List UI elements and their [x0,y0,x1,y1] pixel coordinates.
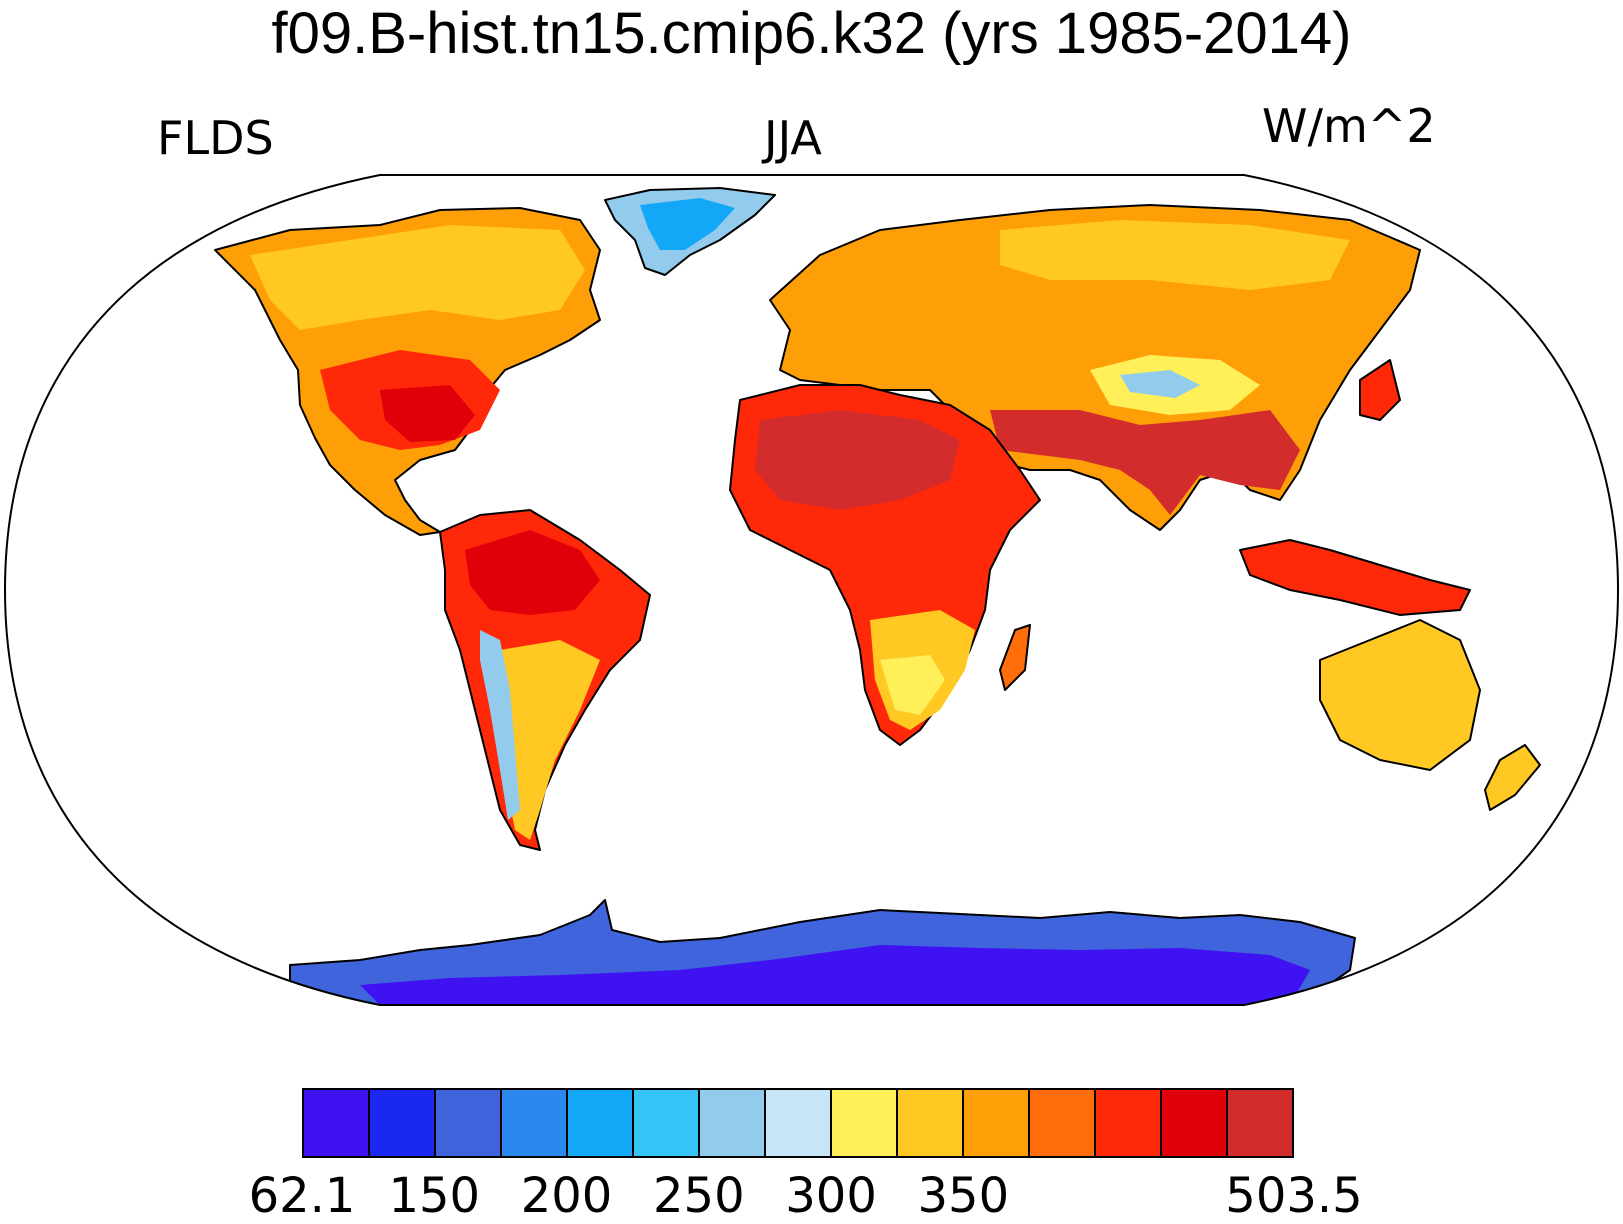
variable-label: FLDS [157,111,274,165]
colorbar-swatch [634,1090,700,1156]
colorbar-swatch [568,1090,634,1156]
madagascar [999,624,1031,691]
colorbar-tick-label: 300 [785,1168,877,1224]
colorbar-tick-label: 62.1 [248,1168,356,1224]
colorbar-swatch [1096,1090,1162,1156]
season-label: JJA [764,111,822,165]
colorbar-swatch [1030,1090,1096,1156]
colorbar-tick-label: 150 [388,1168,481,1224]
colorbar-swatch [370,1090,436,1156]
plot-title: f09.B-hist.tn15.cmip6.k32 (yrs 1985-2014… [271,1,1352,66]
colorbar-swatch [1162,1090,1228,1156]
colorbar-swatch [700,1090,766,1156]
south-asia-region [990,410,1300,515]
colorbar-tick-label: 250 [652,1168,745,1224]
colorbar-swatch [832,1090,898,1156]
amazon-interior [465,530,600,615]
indonesia-region [1239,539,1471,616]
kalahari [880,655,945,715]
southern-cone [495,640,600,840]
sahara-interior [755,410,960,510]
colorbar-swatch [1228,1090,1292,1156]
colorbar-swatch [436,1090,502,1156]
colorbar-swatch [766,1090,832,1156]
colorbar-swatch [304,1090,370,1156]
colorbar-tick-label: 200 [520,1168,613,1224]
greenland-interior [640,198,735,250]
australia-region [1319,619,1481,771]
antarctica-interior [360,945,1310,1005]
canada-interior [250,225,585,330]
colorbar-tick-label: 503.5 [1225,1168,1363,1224]
colorbar-swatch [898,1090,964,1156]
siberia-interior [1000,220,1350,290]
world-map [3,174,1620,1006]
tibet-core [1120,370,1200,398]
units-label: W/m^2 [1262,99,1436,153]
colorbar-swatch [964,1090,1030,1156]
usa-southeast [380,385,475,442]
andes-strip [480,630,520,820]
new-zealand [1484,744,1541,811]
globe-outline [3,174,1620,1006]
colorbar [302,1088,1294,1158]
japan [1359,359,1401,421]
colorbar-tick-label: 350 [917,1168,1010,1224]
colorbar-swatch [502,1090,568,1156]
